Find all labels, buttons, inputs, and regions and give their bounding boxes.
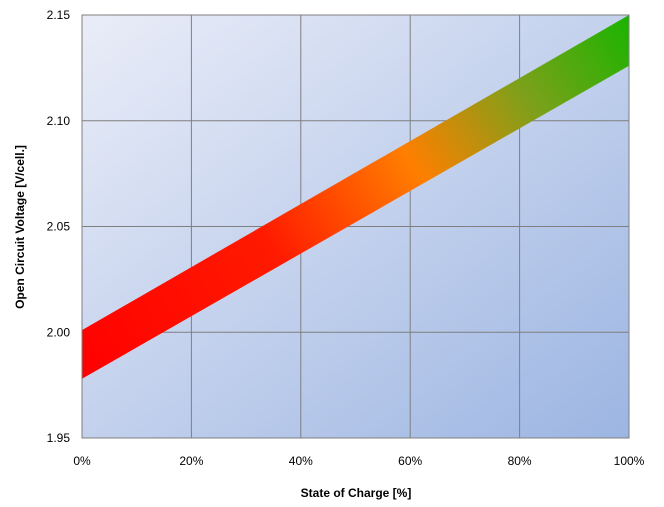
y-axis-title: Open Circuit Voltage [V/cell.] xyxy=(13,145,27,309)
x-tick-label: 100% xyxy=(614,454,645,468)
x-tick-label: 80% xyxy=(508,454,532,468)
x-axis-title: State of Charge [%] xyxy=(301,486,412,500)
x-axis-ticks: 0% 20% 40% 60% 80% 100% xyxy=(73,454,644,468)
x-tick-label: 60% xyxy=(398,454,422,468)
y-tick-label: 2.00 xyxy=(47,325,71,339)
x-tick-label: 40% xyxy=(289,454,313,468)
y-axis-ticks: 1.95 2.00 2.05 2.10 2.15 xyxy=(47,8,71,445)
y-tick-label: 1.95 xyxy=(47,431,71,445)
y-tick-label: 2.05 xyxy=(47,220,71,234)
x-tick-label: 0% xyxy=(73,454,91,468)
voltage-band xyxy=(82,15,629,379)
x-tick-label: 20% xyxy=(179,454,203,468)
y-tick-label: 2.15 xyxy=(47,8,71,22)
y-tick-label: 2.10 xyxy=(47,114,71,128)
plot-border xyxy=(81,14,630,439)
